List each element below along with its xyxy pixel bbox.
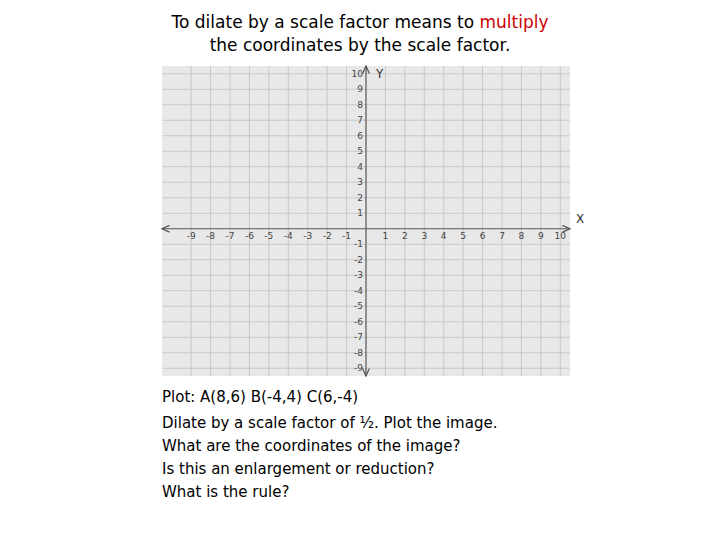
y-tick-label: 1	[357, 208, 363, 218]
annotation: Dilate by a scale factor of ½. Plot the …	[162, 414, 497, 501]
x-tick-label: 5	[460, 231, 466, 241]
y-tick-label: -9	[354, 363, 363, 373]
x-tick-label: 1	[383, 231, 389, 241]
grid-line-x	[482, 66, 483, 376]
x-tick-label: 4	[441, 231, 447, 241]
y-tick-label: -2	[354, 255, 363, 265]
x-tick-label: -3	[303, 231, 312, 241]
plot-background	[162, 66, 570, 376]
y-tick-label: -7	[354, 332, 363, 342]
chart: To dilate by a scale factor means to mul…	[0, 0, 720, 540]
y-tick-label: 3	[357, 177, 363, 187]
tick-labels: -9 -8 -7 -6 -5 -4 -3 -2 -1 1 2 3 4 5 6 7 8 9 10 -9 -8 -7 -6 -5 -…	[187, 69, 567, 374]
y-tick-label: -5	[354, 301, 363, 311]
grid-line-x	[327, 66, 328, 376]
y-tick-label: -6	[354, 317, 363, 327]
y-tick-label: 7	[357, 115, 363, 125]
grid-line-x	[404, 66, 405, 376]
y-tick-label: -3	[354, 270, 363, 280]
x-tick-label: -7	[226, 231, 235, 241]
grid-line-x	[424, 66, 425, 376]
y-tick-label: -4	[354, 286, 363, 296]
grid-line-x	[346, 66, 347, 376]
grid-line-x	[230, 66, 231, 376]
x-axis-label: X	[576, 212, 584, 226]
title-part: To dilate by a scale factor means to	[171, 12, 480, 32]
annotation-line: Dilate by a scale factor of ½. Plot the …	[162, 414, 497, 432]
x-tick-label: 7	[499, 231, 505, 241]
y-tick-label: 10	[352, 69, 364, 79]
grid-line-x	[521, 66, 522, 376]
x-tick-label: -8	[206, 231, 215, 241]
annotation-line: Is this an enlargement or reduction?	[162, 460, 435, 478]
y-tick-label: 8	[357, 100, 363, 110]
y-tick-label: -8	[354, 348, 363, 358]
grid-line-x	[443, 66, 444, 376]
x-tick-label: 6	[480, 231, 486, 241]
y-tick-label: 6	[357, 131, 363, 141]
x-tick-label: -4	[284, 231, 293, 241]
x-tick-label: -6	[245, 231, 254, 241]
grid-line-x	[463, 66, 464, 376]
x-tick-label: 2	[402, 231, 408, 241]
x-tick-label: 8	[519, 231, 525, 241]
x-tick-label: -9	[187, 231, 196, 241]
x-tick-label: -1	[342, 231, 351, 241]
title-part: the coordinates by the scale factor.	[210, 35, 511, 55]
x-tick-label: 3	[421, 231, 427, 241]
annotation-line: What is the rule?	[162, 483, 289, 501]
grid-line-x	[249, 66, 250, 376]
x-tick-label: 9	[538, 231, 544, 241]
x-tick-label: 10	[555, 231, 567, 241]
grid	[162, 66, 570, 376]
title: the coordinates by the scale factor.	[210, 35, 511, 55]
title-part: multiply	[479, 12, 548, 32]
grid-line-x	[191, 66, 192, 376]
x-tick-label: -5	[264, 231, 273, 241]
y-tick-label: 9	[357, 84, 363, 94]
y-axis	[365, 66, 366, 376]
y-tick-label: 2	[357, 193, 363, 203]
x-tick-label: -2	[323, 231, 332, 241]
grid-line-x	[307, 66, 308, 376]
y-tick-label: 5	[357, 146, 363, 156]
grid-line-x	[288, 66, 289, 376]
title: To dilate by a scale factor means to mul…	[171, 12, 549, 32]
y-tick-label: 4	[357, 162, 363, 172]
y-axis-label: Y	[375, 67, 384, 81]
annotation-line: What are the coordinates of the image?	[162, 437, 460, 455]
grid-line-x	[210, 66, 211, 376]
annotation: Plot: A(8,6) B(-4,4) C(6,-4)	[162, 388, 358, 406]
grid-line-x	[540, 66, 541, 376]
y-tick-label: -1	[354, 239, 363, 249]
grid-line-x	[385, 66, 386, 376]
grid-line-x	[560, 66, 561, 376]
grid-line-x	[502, 66, 503, 376]
grid-line-x	[268, 66, 269, 376]
